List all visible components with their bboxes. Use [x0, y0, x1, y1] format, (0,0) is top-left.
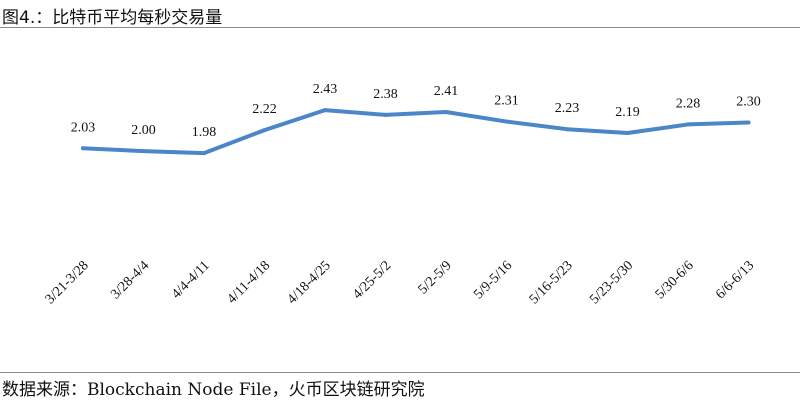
data-label: 2.19	[615, 105, 640, 120]
series-layer	[81, 108, 751, 156]
data-point	[625, 131, 630, 136]
data-point	[565, 127, 569, 132]
figure-title: 图4.：比特币平均每秒交易量	[2, 8, 223, 28]
data-label: 2.30	[736, 95, 761, 110]
data-point	[141, 149, 146, 154]
data-point	[444, 110, 448, 115]
data-point	[262, 128, 267, 133]
data-label: 2.03	[71, 120, 96, 135]
data-point	[81, 146, 85, 151]
data-label: 2.31	[494, 94, 519, 109]
x-tick-label: 5/30-6/6	[653, 258, 697, 302]
x-tick-label: 4/4-4/11	[169, 258, 213, 302]
data-label: 2.41	[434, 84, 459, 99]
data-label: 1.98	[192, 125, 217, 140]
data-point	[746, 120, 751, 125]
x-tick-label: 5/9-5/16	[471, 258, 515, 302]
x-tick-label: 5/2-5/9	[416, 258, 455, 297]
x-tick-label: 3/28-4/4	[108, 258, 152, 302]
x-tick-label: 5/16-5/23	[527, 258, 576, 307]
bottom-rule	[0, 372, 800, 373]
series-line	[81, 108, 751, 156]
data-label: 2.28	[676, 96, 701, 111]
top-rule	[0, 27, 800, 28]
data-label: 2.22	[252, 102, 277, 117]
data-label-layer: 2.03 2.00 1.98 2.22 2.43 2.38 2.41 2.31 2.23 2.19…	[71, 82, 761, 140]
data-label: 2.43	[313, 82, 338, 97]
x-axis-labels: 3/21-3/28 3/28-4/4 4/4-4/11 4/11-4/18 4/18-4…	[43, 258, 758, 307]
source-note: 数据来源：Blockchain Node File，火币区块链研究院	[2, 380, 425, 400]
x-tick-label: 4/25-5/2	[350, 258, 394, 302]
x-tick-label: 5/23-5/30	[587, 258, 636, 307]
line-chart: 2.03 2.00 1.98 2.22 2.43 2.38 2.41 2.31 2.23 2.19…	[43, 82, 761, 307]
data-point	[202, 151, 206, 156]
data-label: 2.38	[373, 87, 398, 102]
data-point	[686, 122, 690, 127]
data-point	[504, 119, 509, 124]
x-tick-label: 6/6-6/13	[713, 258, 757, 302]
data-label: 2.23	[555, 101, 580, 116]
x-tick-label: 4/11-4/18	[225, 258, 274, 307]
data-point	[323, 108, 327, 113]
data-point	[383, 112, 388, 117]
data-label: 2.00	[131, 123, 156, 138]
x-tick-label: 3/21-3/28	[43, 258, 92, 307]
x-tick-label: 4/18-4/25	[285, 258, 334, 307]
